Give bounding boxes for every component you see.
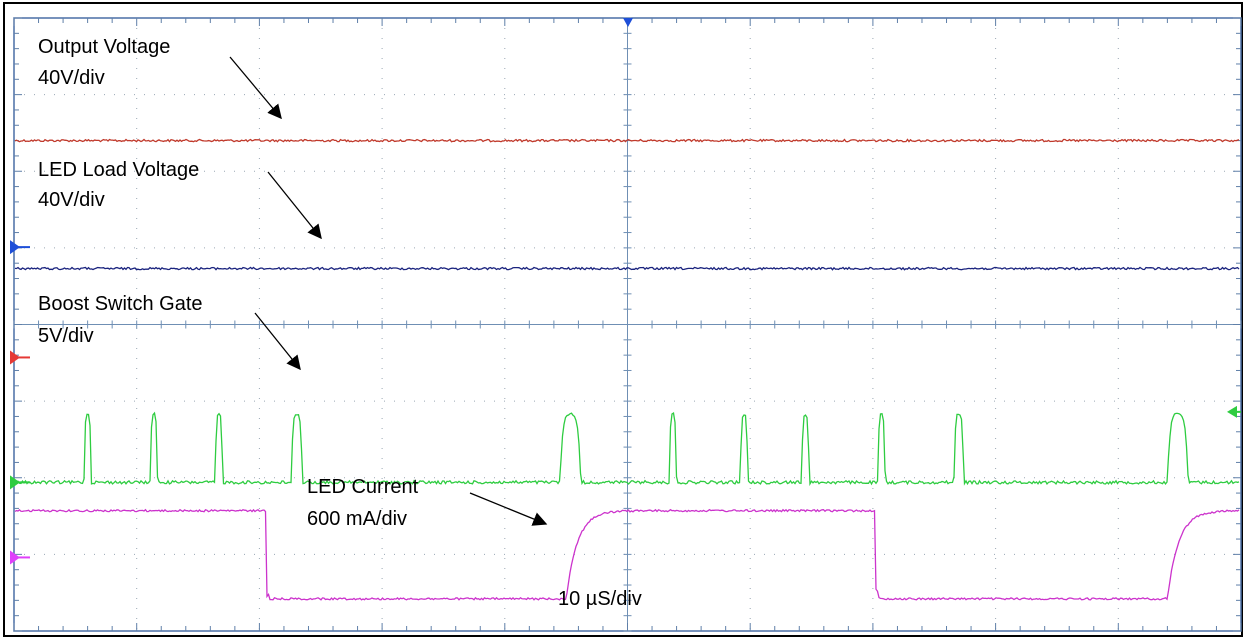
led-current-trace (14, 508, 1240, 601)
output-voltage-scale: 40V/div (38, 67, 105, 89)
boost-switch-gate-arrow (254, 312, 301, 371)
output-voltage-trace (14, 138, 1240, 143)
led-current-marker (10, 550, 20, 565)
led-load-voltage-label: LED Load Voltage (38, 159, 199, 181)
boost-switch-gate-label: Boost Switch Gate (38, 293, 203, 315)
boost-switch-gate-trace (14, 411, 1240, 487)
led-current-arrow (469, 492, 548, 526)
output-voltage-arrow (229, 56, 282, 120)
output-voltage-label: Output Voltage (38, 36, 170, 58)
led-current-label: LED Current (307, 476, 419, 498)
graticule-grid (13, 17, 1242, 632)
trigger-position-marker (623, 18, 633, 27)
led-load-voltage-trace (14, 266, 1240, 271)
led-load-voltage-scale: 40V/div (38, 189, 105, 211)
output-voltage-marker (10, 350, 20, 365)
boost-switch-gate-scale: 5V/div (38, 325, 94, 347)
channel-markers (10, 240, 1241, 565)
led-load-voltage-arrow (267, 171, 322, 240)
led-load-voltage-marker (10, 240, 20, 255)
timebase-label: 10 µS/div (558, 588, 642, 610)
led-current-scale: 600 mA/div (307, 508, 407, 530)
trigger-level-marker (1227, 405, 1237, 418)
waveform-traces (14, 138, 1240, 601)
boost-switch-gate-marker (10, 475, 20, 490)
